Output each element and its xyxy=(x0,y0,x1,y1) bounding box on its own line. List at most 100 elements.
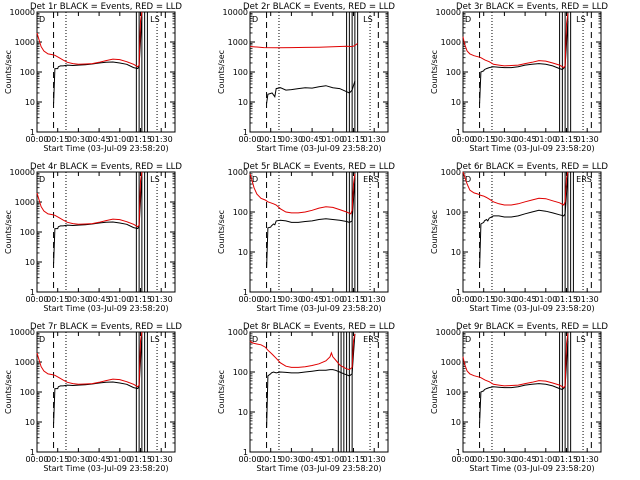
y-tick-label: 100 xyxy=(233,208,248,217)
x-tick-label: 00:45 xyxy=(301,295,324,304)
x-tick-label: 01:00 xyxy=(321,295,344,304)
series-lld-line xyxy=(462,171,569,206)
x-axis-label: Start Time (03-Jul-09 23:58:20) xyxy=(43,144,168,153)
y-tick-label: 10000 xyxy=(436,8,461,17)
y-tick-label: 1000 xyxy=(15,38,35,47)
x-tick-label: 00:45 xyxy=(88,135,111,144)
y-tick-label: 1000 xyxy=(228,168,248,177)
chart-panel-3: Det 3r BLACK = Events, RED = LLD00:0000:… xyxy=(430,2,608,153)
y-tick-label: 1 xyxy=(243,128,248,137)
x-tick-label: 01:30 xyxy=(576,135,599,144)
x-tick-label: 00:30 xyxy=(67,295,90,304)
y-tick-label: 10000 xyxy=(223,8,248,17)
x-tick-label: 00:00 xyxy=(451,295,474,304)
corner-label-left: D xyxy=(39,335,45,344)
x-tick-label: 01:00 xyxy=(534,295,557,304)
x-tick-label: 01:30 xyxy=(150,295,173,304)
x-axis-label: Start Time (03-Jul-09 23:58:20) xyxy=(469,144,594,153)
chart-title: Det 7r BLACK = Events, RED = LLD xyxy=(30,322,182,332)
chart-title: Det 2r BLACK = Events, RED = LLD xyxy=(243,2,395,12)
x-axis-label: Start Time (03-Jul-09 23:58:20) xyxy=(469,464,594,473)
y-tick-label: 1 xyxy=(30,288,35,297)
x-tick-label: 01:15 xyxy=(555,135,578,144)
x-tick-label: 01:15 xyxy=(342,295,365,304)
x-tick-label: 00:45 xyxy=(88,295,111,304)
plot-frame xyxy=(36,171,176,293)
corner-label-right: ERS xyxy=(363,175,379,184)
y-tick-label: 1 xyxy=(456,288,461,297)
x-tick-label: 00:15 xyxy=(46,455,69,464)
series-events-line xyxy=(266,178,356,268)
x-tick-label: 01:30 xyxy=(363,295,386,304)
x-tick-label: 00:00 xyxy=(25,295,48,304)
y-tick-label: 100 xyxy=(446,68,461,77)
series-lld-line xyxy=(36,171,143,228)
x-tick-label: 00:45 xyxy=(514,135,537,144)
y-tick-label: 100 xyxy=(446,388,461,397)
chart-panel-1: Det 1r BLACK = Events, RED = LLD00:0000:… xyxy=(4,2,182,153)
x-tick-label: 00:45 xyxy=(514,455,537,464)
x-tick-label: 01:15 xyxy=(342,135,365,144)
y-axis-label: Counts/sec xyxy=(217,210,226,254)
y-tick-label: 1 xyxy=(243,288,248,297)
x-axis-label: Start Time (03-Jul-09 23:58:20) xyxy=(256,464,381,473)
series-lld-line xyxy=(36,331,143,388)
corner-label-right: ERS xyxy=(576,175,592,184)
series-lld-line xyxy=(249,173,356,215)
y-tick-label: 10 xyxy=(238,408,248,417)
x-tick-label: 00:15 xyxy=(472,135,495,144)
plot-frame xyxy=(249,171,389,293)
y-axis-label: Counts/sec xyxy=(4,370,13,414)
y-axis-label: Counts/sec xyxy=(4,210,13,254)
chart-panel-7: Det 7r BLACK = Events, RED = LLD00:0000:… xyxy=(4,322,182,473)
x-tick-label: 00:15 xyxy=(472,295,495,304)
x-tick-label: 01:15 xyxy=(129,455,152,464)
series-events-line xyxy=(266,80,356,104)
series-lld-line xyxy=(249,43,358,49)
x-axis-label: Start Time (03-Jul-09 23:58:20) xyxy=(469,304,594,313)
y-tick-label: 10000 xyxy=(436,328,461,337)
plot-frame xyxy=(36,11,176,133)
x-tick-label: 00:30 xyxy=(280,135,303,144)
series-lld-line xyxy=(249,333,356,371)
chart-panel-6: Det 6r BLACK = Events, RED = LLD00:0000:… xyxy=(430,162,608,313)
series-events-line xyxy=(479,20,569,104)
x-tick-label: 00:30 xyxy=(493,455,516,464)
x-tick-label: 00:00 xyxy=(451,135,474,144)
y-tick-label: 100 xyxy=(446,208,461,217)
x-tick-label: 00:15 xyxy=(46,135,69,144)
y-tick-label: 1000 xyxy=(15,358,35,367)
x-tick-label: 00:30 xyxy=(67,135,90,144)
x-axis-label: Start Time (03-Jul-09 23:58:20) xyxy=(43,464,168,473)
y-axis-label: Counts/sec xyxy=(430,370,439,414)
chart-panel-2: Det 2r BLACK = Events, RED = LLD00:0000:… xyxy=(217,2,395,153)
x-tick-label: 00:15 xyxy=(472,455,495,464)
y-axis-label: Counts/sec xyxy=(217,50,226,94)
x-tick-label: 00:30 xyxy=(493,295,516,304)
y-tick-label: 10000 xyxy=(10,328,35,337)
series-events-line xyxy=(479,340,569,424)
chart-title: Det 8r BLACK = Events, RED = LLD xyxy=(243,322,395,332)
y-axis-label: Counts/sec xyxy=(217,370,226,414)
chart-title: Det 9r BLACK = Events, RED = LLD xyxy=(456,322,608,332)
corner-label-left: D xyxy=(465,15,471,24)
y-tick-label: 10 xyxy=(238,98,248,107)
x-tick-label: 00:00 xyxy=(238,295,261,304)
corner-label-right: LS xyxy=(150,15,160,24)
plot-frame xyxy=(462,331,602,453)
x-tick-label: 00:15 xyxy=(259,455,282,464)
x-tick-label: 00:15 xyxy=(259,135,282,144)
chart-panel-8: Det 8r BLACK = Events, RED = LLD00:0000:… xyxy=(217,322,395,473)
x-tick-label: 01:30 xyxy=(576,295,599,304)
y-tick-label: 1 xyxy=(30,128,35,137)
y-tick-label: 100 xyxy=(233,368,248,377)
plot-frame xyxy=(249,11,389,133)
x-axis-label: Start Time (03-Jul-09 23:58:20) xyxy=(256,144,381,153)
corner-label-right: LS xyxy=(150,175,160,184)
x-tick-label: 00:45 xyxy=(301,135,324,144)
x-tick-label: 01:00 xyxy=(108,295,131,304)
y-tick-label: 10 xyxy=(238,248,248,257)
x-tick-label: 01:00 xyxy=(108,455,131,464)
x-tick-label: 01:30 xyxy=(363,455,386,464)
